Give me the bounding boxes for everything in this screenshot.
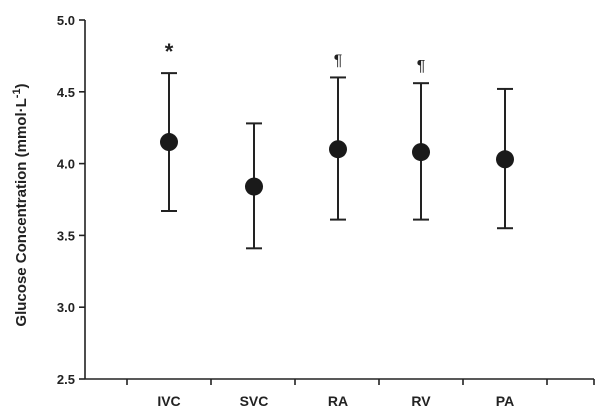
- data-point: [160, 133, 178, 152]
- x-category-label: SVC: [240, 393, 269, 409]
- y-tick-label: 4.5: [57, 85, 75, 100]
- y-tick-label: 2.5: [57, 372, 75, 387]
- y-tick-label: 3.0: [57, 300, 75, 315]
- data-point: [329, 140, 347, 159]
- data-point: [412, 143, 430, 162]
- data-marks: * ¶ ¶: [160, 39, 514, 250]
- y-tick-label: 3.5: [57, 228, 75, 243]
- y-tick-label: 5.0: [57, 13, 75, 28]
- y-ticks: 2.5 3.0 3.5 4.0 4.5 5.0: [57, 13, 85, 387]
- axes: [84, 20, 594, 380]
- x-category-label: IVC: [157, 393, 180, 409]
- x-category-label: RA: [328, 393, 348, 409]
- data-point: [245, 177, 263, 196]
- x-category-label: PA: [496, 393, 514, 409]
- significance-annotation: ¶: [334, 52, 343, 69]
- significance-annotation: ¶: [417, 58, 426, 75]
- x-category-label: RV: [411, 393, 431, 409]
- y-axis-label: Glucose Concentration (mmol·L-1): [11, 83, 30, 326]
- y-tick-label: 4.0: [57, 157, 75, 172]
- x-categories: IVC SVC RA RV PA: [126, 379, 595, 409]
- significance-annotation: *: [165, 39, 174, 64]
- data-point: [496, 150, 514, 169]
